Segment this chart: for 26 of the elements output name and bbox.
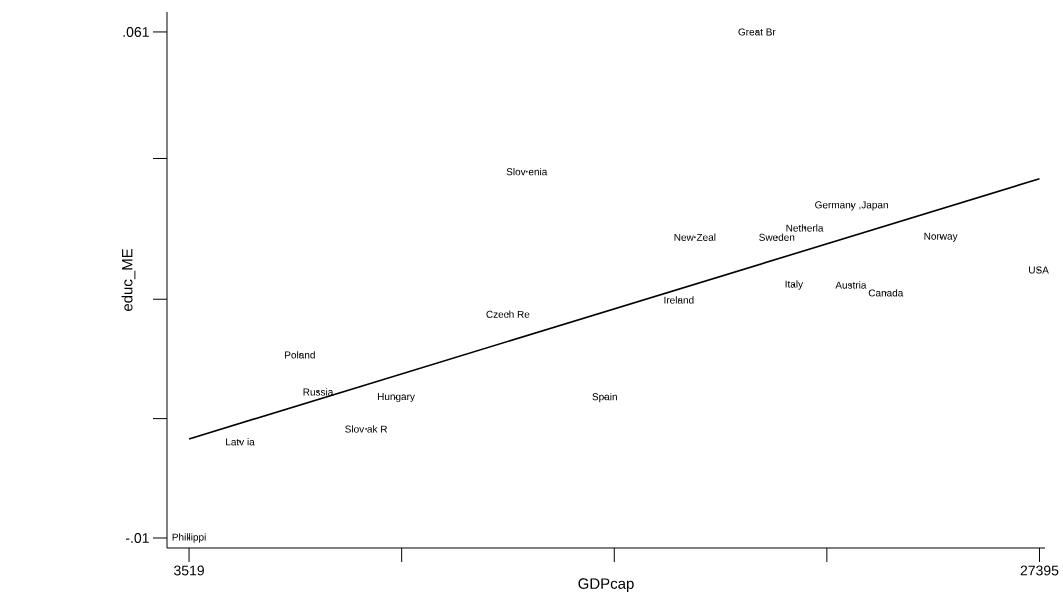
annotation: Czech Re [486, 310, 530, 318]
y-tick-label: -.01 [125, 533, 149, 543]
annotation: Poland [285, 351, 315, 359]
annotation: Germany ,Japan [815, 201, 888, 211]
annotation: Great Br [738, 28, 776, 36]
annotation: Netherla [786, 224, 824, 232]
annotation: Hungary [377, 393, 415, 403]
annotation: Slov ak R [345, 425, 388, 433]
annotation: Latv ia [226, 438, 255, 446]
y-axis-title: educ_ME [121, 248, 136, 312]
annotation: Canada [868, 289, 904, 297]
annotation: Ireland [664, 296, 694, 304]
x-tick-label: 3519 [174, 565, 204, 576]
annotation: New Zeal [674, 233, 716, 241]
annotation: Austria [835, 281, 867, 289]
annotation: Spain [592, 392, 617, 403]
x-axis-title: GDPcap [578, 578, 634, 592]
annotation: Phillippi [172, 533, 206, 543]
annotation: USA [1029, 266, 1049, 274]
y-tick-label: .061 [123, 26, 149, 37]
annotation: Slov enia [506, 167, 548, 176]
annotation: Russia [303, 388, 334, 396]
annotation: Norway [924, 232, 958, 242]
x-tick-label: 27395 [1020, 565, 1059, 576]
annotation: Italy [785, 280, 804, 290]
annotation: Sweden [759, 233, 795, 241]
